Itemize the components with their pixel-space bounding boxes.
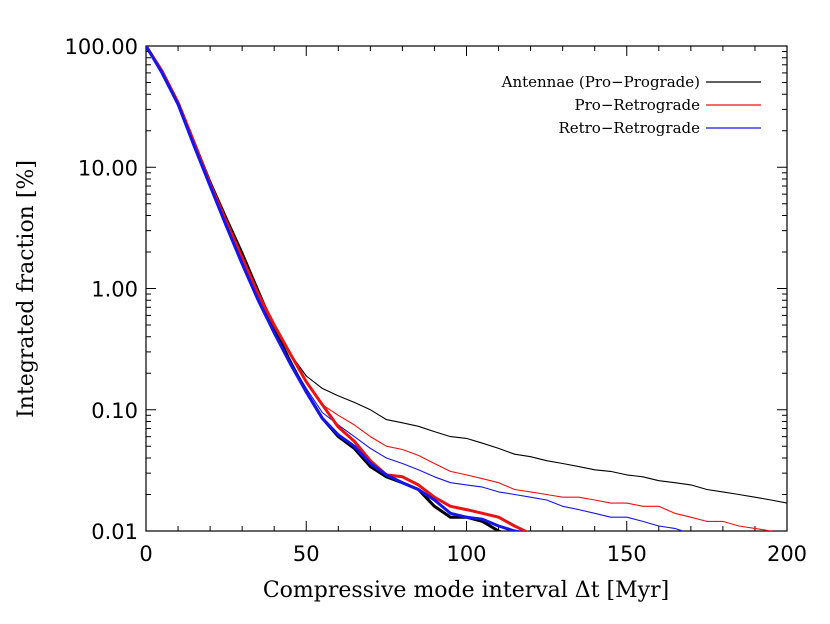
y-tick-label: 0.10 [91,399,138,423]
series-line-3-thick [146,46,503,531]
legend-label: Antennae (Pro−Prograde) [501,73,700,91]
x-axis-title: Compressive mode interval Δt [Myr] [263,578,669,603]
series-line-5-thick [146,46,524,531]
legend-label: Pro−Retrograde [575,96,701,114]
legend: Antennae (Pro−Prograde) Pro−Retrograde Ret… [501,73,761,137]
series-line-4-thick [146,46,529,531]
y-tick-label: 100.00 [65,35,138,59]
x-tick-label: 100 [446,542,486,566]
series-lines [146,46,787,531]
tick-labels: 0 50 100 150 200 100.00 10.00 1.00 0.10 0.01 [65,35,808,566]
y-tick-label: 0.01 [91,520,138,544]
axis-ticks [145,45,788,532]
x-tick-label: 150 [607,542,647,566]
x-tick-label: 200 [767,542,807,566]
series-line-0-thin [146,46,787,504]
x-tick-label: 0 [139,542,152,566]
legend-label: Retro−Retrograde [558,119,700,137]
x-tick-label: 50 [293,542,320,566]
y-tick-label: 10.00 [78,156,138,180]
y-axis-title: Integrated fraction [%] [14,160,39,418]
y-tick-label: 1.00 [91,278,138,302]
